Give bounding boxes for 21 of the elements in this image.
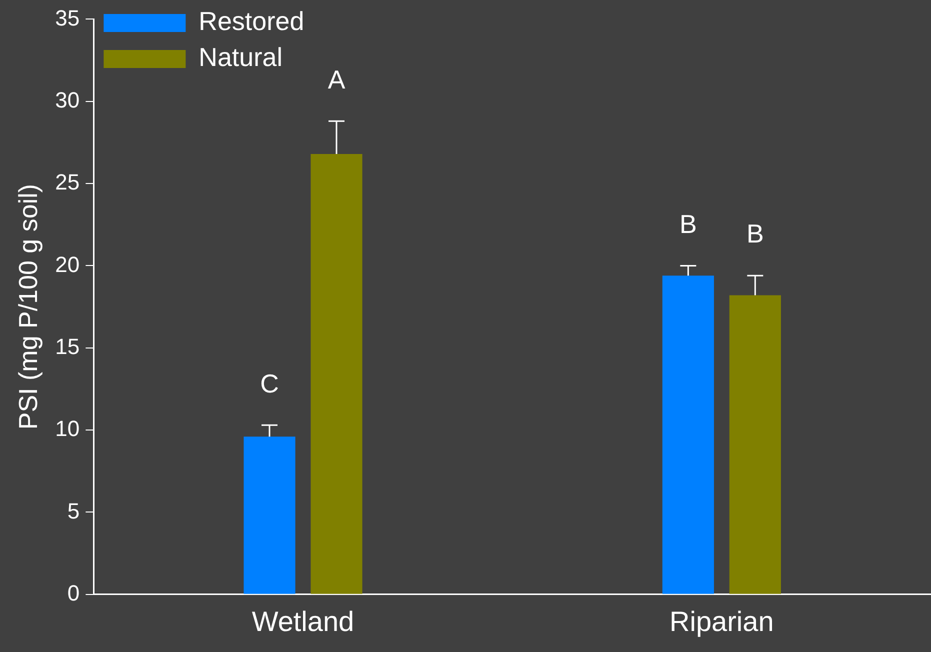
- bar: [729, 295, 781, 594]
- y-tick-label: 20: [55, 252, 80, 277]
- bar: [310, 154, 362, 594]
- y-tick-label: 5: [67, 498, 80, 524]
- y-tick-label: 30: [55, 87, 80, 112]
- annotation: B: [680, 208, 697, 239]
- y-axis-title: PSI (mg P/100 g soil): [12, 184, 43, 430]
- x-tick-label: Wetland: [252, 606, 354, 637]
- annotation: B: [746, 218, 764, 249]
- bar: [662, 276, 714, 594]
- bar: [244, 436, 296, 594]
- y-tick-label: 25: [55, 170, 80, 195]
- y-tick-label: 0: [67, 580, 80, 606]
- legend-label: Restored: [198, 6, 304, 36]
- annotation: A: [328, 64, 346, 94]
- annotation: C: [260, 368, 279, 398]
- x-tick-label: Riparian: [670, 606, 774, 637]
- y-tick-label: 10: [55, 416, 80, 442]
- y-tick-label: 15: [55, 334, 80, 359]
- legend-label: Natural: [198, 42, 282, 72]
- y-tick-label: 35: [55, 5, 80, 30]
